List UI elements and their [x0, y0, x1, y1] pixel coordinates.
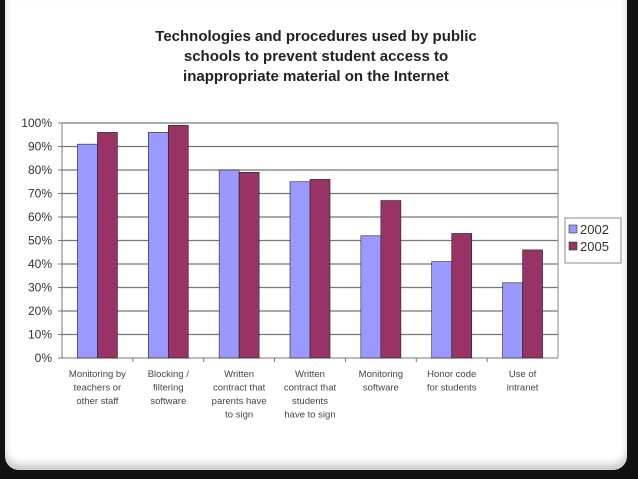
x-category-label: to sign — [225, 410, 253, 421]
bar-2002-0 — [77, 143, 98, 359]
legend-label: 2005 — [580, 239, 609, 254]
bar-2002-2 — [218, 169, 240, 359]
x-category-label: teachers or — [74, 383, 122, 394]
legend-swatch-2005 — [568, 241, 578, 251]
y-tick-label: 80% — [28, 163, 52, 177]
y-tick-label: 90% — [28, 140, 52, 154]
x-category-label: students — [292, 396, 328, 407]
bar-2002-4 — [360, 235, 382, 359]
y-tick-label: 50% — [28, 234, 52, 248]
bar-2005-3 — [309, 179, 331, 359]
x-category-label: have to sign — [284, 410, 335, 421]
bar-2002-1 — [147, 132, 169, 359]
x-category-label: for students — [427, 383, 477, 394]
legend-swatch-2002 — [568, 224, 578, 234]
title-line: schools to prevent student access to — [183, 48, 449, 65]
bar-2005-1 — [167, 125, 189, 359]
x-category-label: Written — [295, 369, 325, 380]
bar-2005-4 — [380, 200, 402, 359]
x-category-label: other staff — [76, 396, 118, 407]
y-tick-label: 10% — [28, 328, 52, 342]
x-category-label: parents have — [212, 396, 267, 407]
x-category-label: contract that — [213, 383, 266, 394]
bar-2005-6 — [522, 249, 543, 359]
bar-2005-5 — [451, 233, 473, 359]
y-tick-label: 100% — [21, 116, 52, 130]
y-tick-label: 30% — [28, 281, 52, 295]
bar-2002-5 — [431, 261, 453, 359]
x-category-label: intranet — [507, 383, 539, 394]
y-tick-label: 20% — [28, 304, 52, 318]
title-line: inappropriate material on the Internet — [183, 68, 449, 85]
x-category-label: Use of — [509, 369, 537, 380]
x-category-label: Blocking / — [148, 369, 190, 380]
y-tick-label: 0% — [35, 351, 53, 365]
title-line: Technologies and procedures used by publ… — [155, 28, 477, 45]
x-category-label: contract that — [284, 383, 337, 394]
x-category-label: Written — [224, 369, 254, 380]
x-category-label: software — [363, 383, 399, 394]
bar-2002-6 — [502, 282, 523, 359]
y-tick-label: 70% — [28, 187, 52, 201]
chart-title: Technologies and procedures used by publ… — [5, 27, 627, 87]
bar-2005-2 — [238, 172, 260, 359]
x-category-label: Monitoring — [359, 369, 403, 380]
x-category-label: Monitoring by — [69, 369, 126, 380]
legend-label: 2002 — [580, 222, 609, 237]
y-tick-label: 60% — [28, 210, 52, 224]
y-tick-label: 40% — [28, 257, 52, 271]
bar-2002-3 — [289, 181, 311, 359]
x-category-label: Honor code — [427, 369, 476, 380]
x-category-label: software — [150, 396, 186, 407]
bar-2005-0 — [97, 132, 118, 359]
x-category-label: filtering — [153, 383, 184, 394]
